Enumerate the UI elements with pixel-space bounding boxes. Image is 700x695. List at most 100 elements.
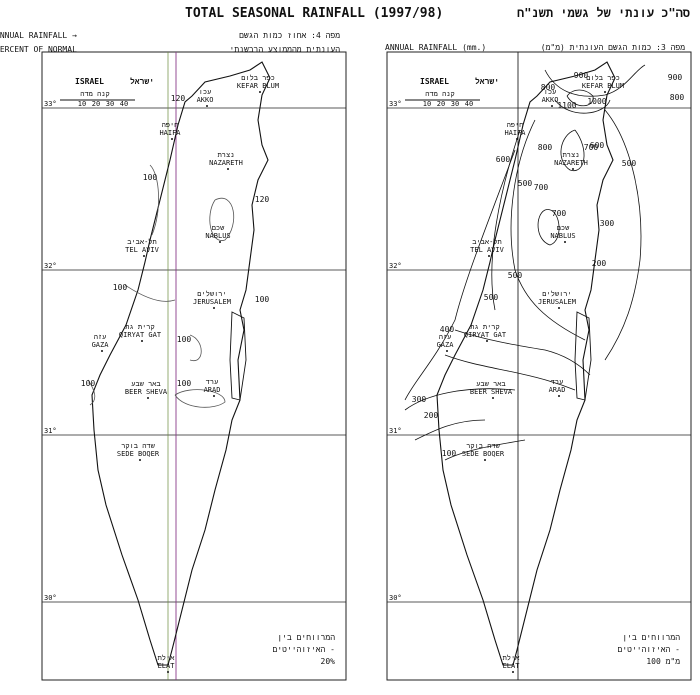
title-he: סה"כ עונתי של גשמי תשנ"ח <box>517 6 690 20</box>
scale-title: קנה מדה <box>80 90 109 98</box>
place-en: GAZA <box>437 341 455 349</box>
place-dot <box>143 255 145 257</box>
isohyet <box>560 129 585 172</box>
isohyet-label: 600 <box>496 155 511 164</box>
place-en: BEER SHEVA <box>125 388 168 396</box>
isohyet-label: 800 <box>670 93 685 102</box>
isohyet-label: 300 <box>600 219 615 228</box>
place-dot <box>516 138 518 140</box>
place-dot <box>558 395 560 397</box>
place-he: חיפה <box>162 121 179 129</box>
place-dot <box>604 91 606 93</box>
isohyet-label: 1000 <box>587 97 606 106</box>
place-en: ELAT <box>158 662 176 670</box>
isohyet <box>414 419 486 441</box>
map-frame <box>41 51 347 681</box>
isohyet-label: 120 <box>255 195 270 204</box>
isohyet <box>209 197 234 241</box>
isohyet-label: 700 <box>552 209 567 218</box>
place-dot <box>492 397 494 399</box>
place-dot <box>227 168 229 170</box>
isohyet-label: 100 <box>442 449 457 458</box>
place-he: עזה <box>94 333 107 341</box>
isohyet-label: 100 <box>81 379 96 388</box>
place-dot <box>213 395 215 397</box>
isohyet-label: 800 <box>538 143 553 152</box>
place-dot <box>259 91 261 93</box>
scale-label: 10 <box>78 100 86 108</box>
isohyet <box>149 164 159 236</box>
latitude-label: 30° <box>44 594 57 602</box>
latitude-label: 33° <box>389 100 402 108</box>
place-dot <box>572 168 574 170</box>
country-en: ISRAEL <box>75 77 104 86</box>
place-dot <box>141 340 143 342</box>
place-dot <box>488 255 490 257</box>
isohyet-label: 800 <box>541 83 556 92</box>
place-en: ELAT <box>503 662 521 670</box>
isohyet-label: 100 <box>177 379 192 388</box>
place-he: באר שבע <box>131 380 160 388</box>
isohyet <box>510 119 586 341</box>
title: TOTAL SEASONAL RAINFALL (1997/98) <box>185 6 443 21</box>
isohyet <box>404 149 516 401</box>
place-dot <box>512 671 514 673</box>
country-he: ישראל <box>130 77 154 86</box>
legend-text: המרווחים בין <box>277 633 335 642</box>
map-title-he: העונתית מהממוצע הרבשנתי <box>230 45 341 54</box>
map-frame <box>386 51 692 681</box>
place-he: עכו <box>199 88 212 96</box>
place-dot <box>206 105 208 107</box>
place-dot <box>564 241 566 243</box>
latitude-label: 32° <box>44 262 57 270</box>
place-en: TEL AVIV <box>470 246 505 254</box>
place-he: עזה <box>439 333 452 341</box>
place-he: ערד <box>551 378 564 386</box>
map-title-he: מפה 3: כמות הגשם העונתית (מ"מ) <box>541 43 685 52</box>
isohyet <box>87 379 96 406</box>
dead-sea <box>574 311 592 401</box>
legend-text: 100 מ"מ <box>646 657 680 666</box>
place-he: אילת <box>503 654 521 662</box>
legend-text: 20% <box>321 657 336 666</box>
isohyet <box>566 89 594 107</box>
place-he: עכו <box>544 88 557 96</box>
isohyet-label: 100 <box>255 295 270 304</box>
place-he: תל-אביב <box>127 238 156 246</box>
isohyet-label: 100 <box>113 283 128 292</box>
place-he: שדה בוקר <box>121 442 155 450</box>
scale-label: 40 <box>465 100 473 108</box>
place-dot <box>219 241 221 243</box>
place-he: חיפה <box>507 121 524 129</box>
place-en: AKKO <box>542 96 559 104</box>
country-he: ישראל <box>475 77 499 86</box>
place-he: קרית גת <box>125 323 154 331</box>
place-en: NAZARETH <box>209 159 243 167</box>
isohyet <box>124 284 176 302</box>
isohyet-label: 900 <box>574 71 589 80</box>
place-en: ARAD <box>549 386 566 394</box>
coastline <box>436 61 616 666</box>
scale-label: 10 <box>423 100 431 108</box>
dead-sea <box>229 311 247 401</box>
scale-label: 30 <box>106 100 114 108</box>
place-dot <box>147 397 149 399</box>
legend-text: האיזוהייטים - <box>273 645 335 654</box>
isohyet-label: 200 <box>592 259 607 268</box>
latitude-label: 33° <box>44 100 57 108</box>
map-title-en: PERCENT OF NORMAL <box>0 45 77 54</box>
place-en: ARAD <box>204 386 221 394</box>
isohyet <box>189 334 202 361</box>
place-en: SEDE BOQER <box>117 450 160 458</box>
isohyet-label: 200 <box>424 411 439 420</box>
place-dot <box>167 671 169 673</box>
latitude-label: 32° <box>389 262 402 270</box>
map-panel: 33° 32° 31° 30° ANNUAL RAINFALL → PERCENT OF … <box>0 31 347 681</box>
place-en: KEFAR BLUM <box>237 82 279 90</box>
place-dot <box>486 340 488 342</box>
latitude-label: 31° <box>44 427 57 435</box>
legend-text: המרווחים בין <box>622 633 680 642</box>
isohyet-label: 600 <box>590 141 605 150</box>
place-dot <box>551 105 553 107</box>
